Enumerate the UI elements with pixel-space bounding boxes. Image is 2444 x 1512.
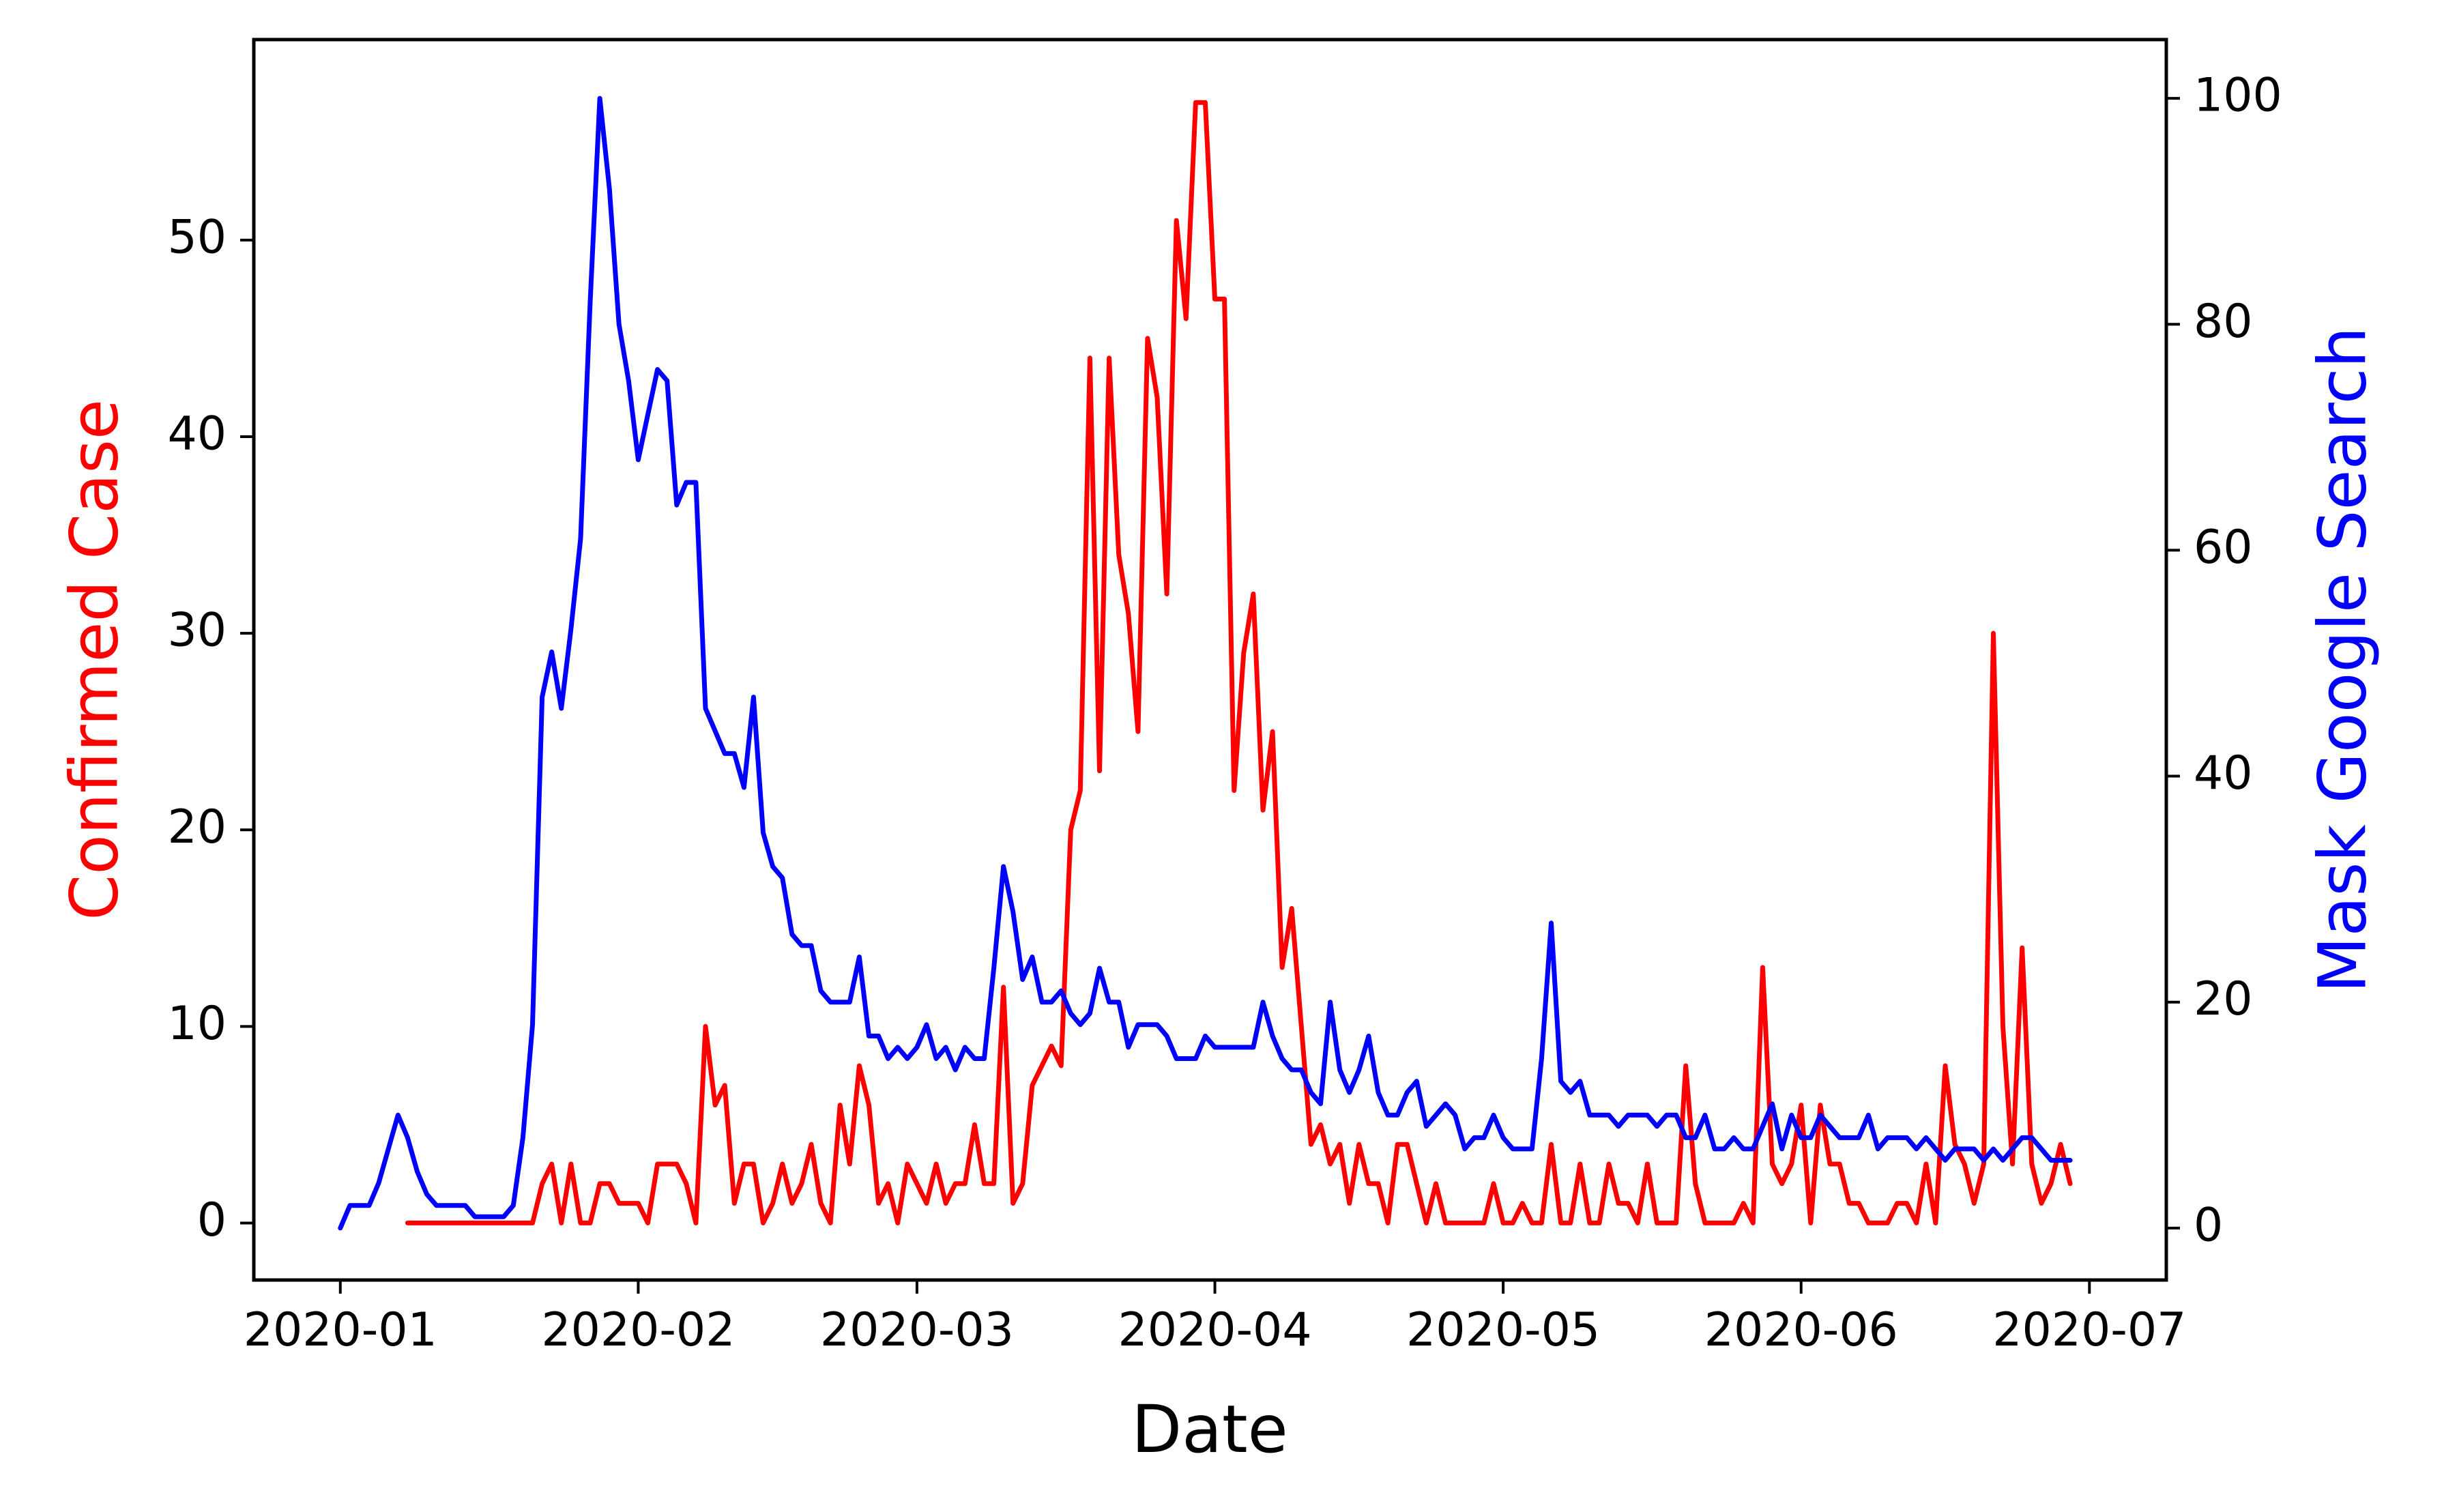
y-right-tick-label: 80 [2194,295,2253,349]
x-tick-label: 2020-03 [820,1303,1014,1357]
y-right-tick-label: 60 [2194,521,2253,575]
y-right-tick-label: 20 [2194,972,2253,1026]
series-layer [338,96,2073,1231]
y-left-tick-label: 10 [167,997,227,1051]
x-tick-label: 2020-04 [1118,1303,1311,1357]
x-tick-label: 2020-06 [1704,1303,1898,1357]
y-right-tick-label: 0 [2194,1198,2223,1252]
y-left-tick-label: 50 [167,210,227,264]
y-right-tick-label: 100 [2194,69,2282,123]
x-tick-label: 2020-05 [1406,1303,1600,1357]
y-axis-left: 0 10 20 30 40 50 [167,210,254,1247]
plot-frame [252,38,2168,1282]
x-tick-label: 2020-01 [244,1303,437,1357]
y-left-tick-label: 20 [167,800,227,854]
x-axis: 2020-01 2020-02 2020-03 2020-04 2020-05 2020-… [244,1280,2186,1357]
mask-google-search-line [338,96,2073,1231]
y-left-tick-label: 0 [197,1193,227,1247]
y-axis-left-title: Confirmed Case [56,399,132,920]
y-axis-right: 0 20 40 60 80 100 [2166,69,2282,1252]
y-left-tick-label: 30 [167,604,227,658]
x-tick-label: 2020-07 [1992,1303,2186,1357]
x-tick-label: 2020-02 [541,1303,735,1357]
x-axis-title: Date [1131,1391,1288,1468]
y-left-tick-label: 40 [167,407,227,461]
confirmed-case-line [405,100,2073,1225]
y-right-tick-label: 40 [2194,746,2253,800]
y-axis-right-title: Mask Google Search [2304,327,2381,993]
